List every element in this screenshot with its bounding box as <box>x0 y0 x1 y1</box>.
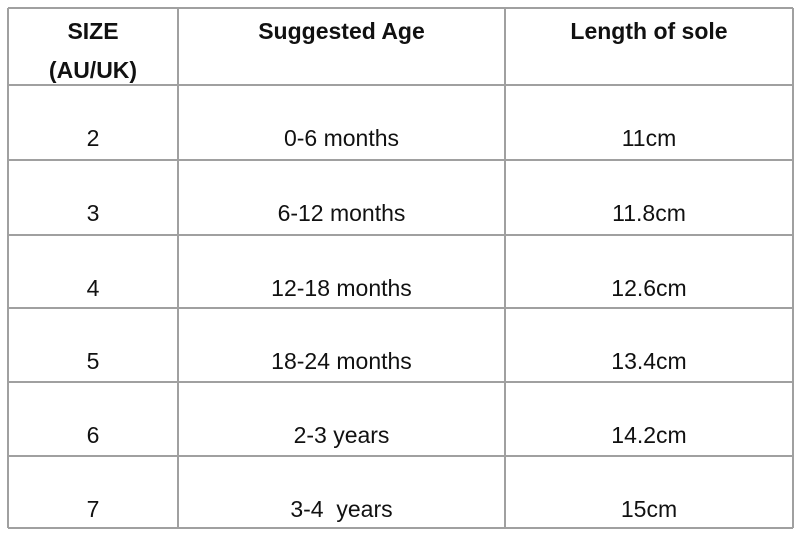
table-cell: 2 <box>86 125 100 151</box>
table-cell: 0-6 months <box>283 125 400 151</box>
column-border <box>504 8 506 528</box>
row-border <box>8 7 793 9</box>
header-cell: Length of sole <box>570 18 728 44</box>
table-cell: 4 <box>86 275 100 301</box>
table-cell: 2-3 years <box>293 422 390 448</box>
table-cell: 15cm <box>620 496 678 522</box>
header-cell: (AU/UK) <box>48 57 138 83</box>
row-border <box>8 234 793 236</box>
row-border <box>8 381 793 383</box>
header-cell: Suggested Age <box>258 18 425 44</box>
table-cell: 14.2cm <box>611 422 687 448</box>
row-border <box>8 455 793 457</box>
table-cell: 6-12 months <box>277 200 406 226</box>
table-cell: 11cm <box>621 125 677 151</box>
header-cell: SIZE <box>67 18 119 44</box>
table-cell: 13.4cm <box>611 348 687 374</box>
table-cell: 3 <box>86 200 100 226</box>
table-cell: 7 <box>86 496 100 522</box>
table-cell: 12.6cm <box>611 275 687 301</box>
table-cell: 6 <box>86 422 100 448</box>
column-border <box>177 8 179 528</box>
table-cell: 18-24 months <box>271 348 412 374</box>
row-border <box>8 159 793 161</box>
table-cell: 12-18 months <box>271 275 412 301</box>
table-cell: 3-4 years <box>290 496 393 522</box>
table-cell: 11.8cm <box>612 200 686 226</box>
column-border <box>7 8 9 528</box>
row-border <box>8 84 793 86</box>
row-border <box>8 527 793 529</box>
column-border <box>792 8 794 528</box>
table-cell: 5 <box>86 348 100 374</box>
row-border <box>8 307 793 309</box>
